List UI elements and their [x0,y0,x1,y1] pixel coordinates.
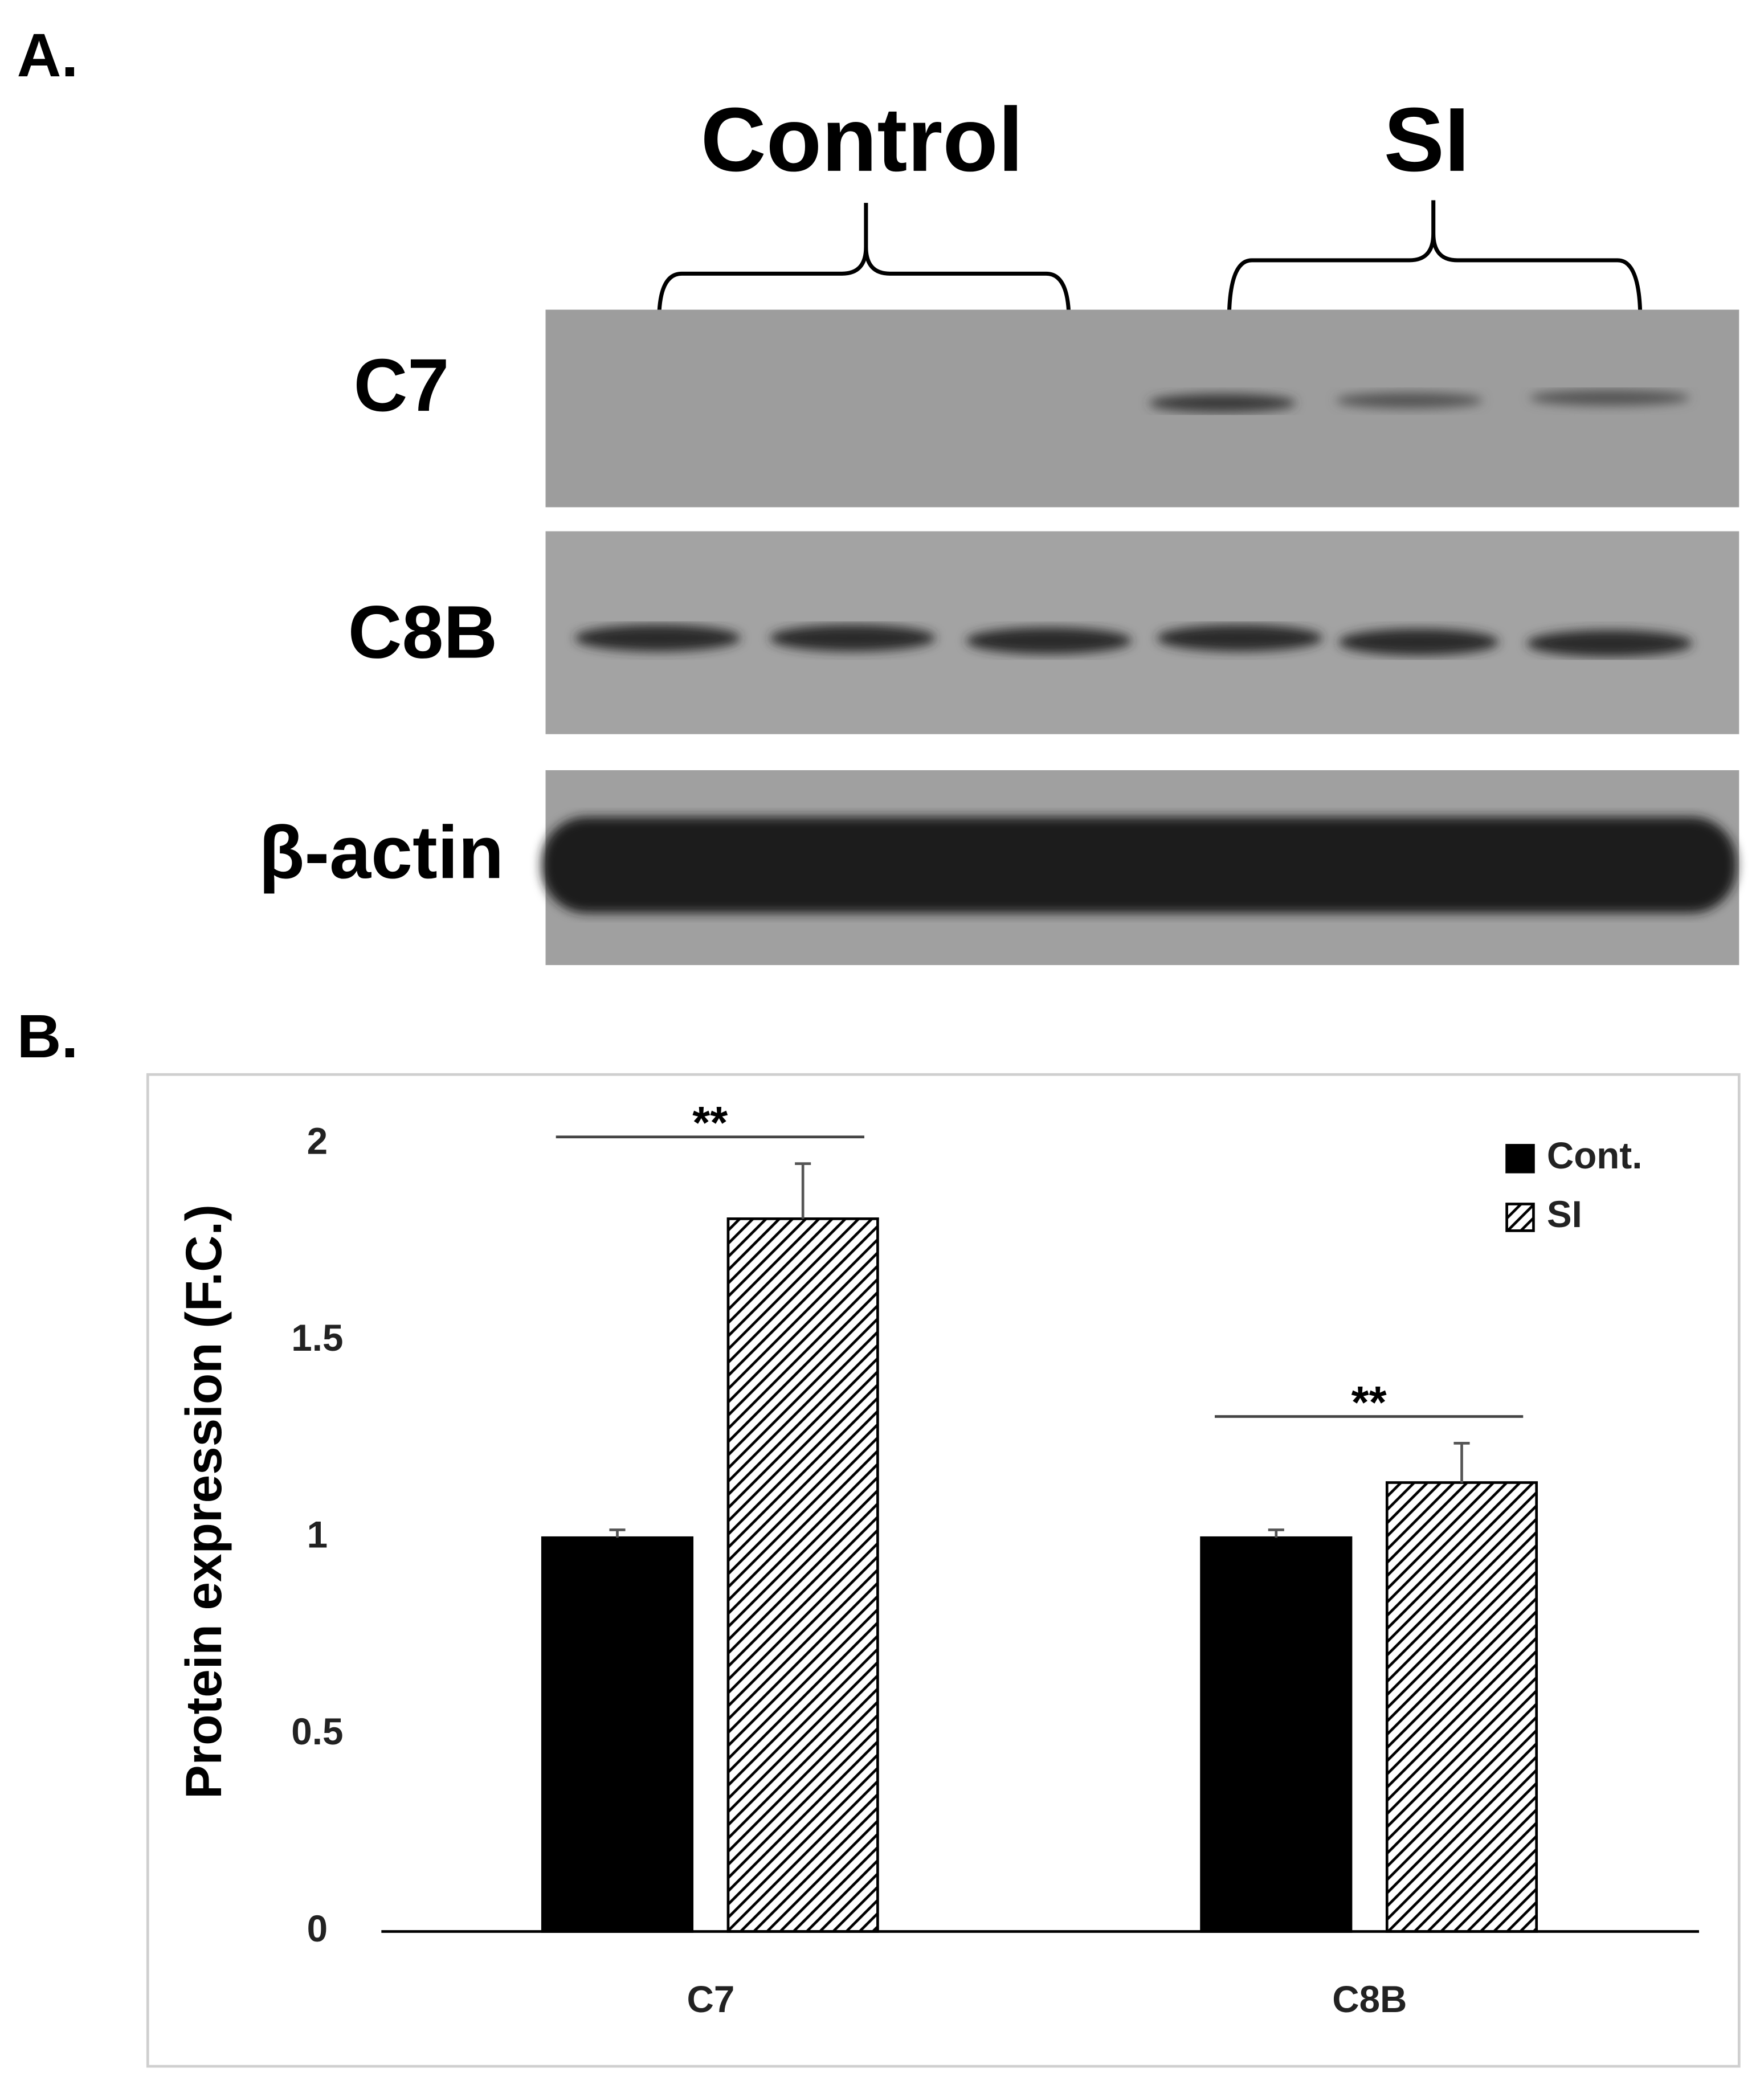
error-bar [609,1528,626,1538]
significance-label: ** [1351,1377,1387,1428]
blot-band [1336,392,1483,408]
blot-band [1149,394,1296,413]
blot-strip [545,309,1740,508]
blot-strip [545,531,1740,734]
x-tick-label: C7 [687,1978,735,2020]
blot-band [770,624,936,652]
x-tick-label: C8B [1332,1978,1407,2020]
plot: 0 0.5 1 1.5 2 C7 ** C8B ** Cont. SI [291,1097,1699,2020]
y-tick-label: 1 [307,1514,328,1556]
group-brace [1227,200,1643,321]
error-bar [795,1162,811,1219]
group-brace [657,203,1071,321]
bar [541,1536,694,1933]
group-label: SI [1384,89,1470,190]
bar [1385,1481,1538,1933]
blot-band [966,627,1132,655]
row-label: β-actin [259,810,504,894]
panel-label: B. [17,1001,79,1070]
blot-band [1529,390,1690,406]
blot-band [575,624,741,652]
blot-band [1526,629,1693,657]
blot-band [1157,624,1323,652]
y-tick-label: 0.5 [291,1711,343,1752]
legend-label: Cont. [1547,1135,1643,1176]
error-bar [1268,1528,1284,1538]
y-tick-label: 2 [307,1120,328,1162]
bar [726,1217,879,1933]
legend-swatch [1505,1144,1535,1174]
error-bar [1453,1442,1470,1483]
group-label: Control [701,89,1023,190]
y-tick-label: 1.5 [291,1317,343,1359]
blot-band [541,816,1737,913]
y-tick-label: 0 [307,1908,328,1949]
blot-band [1338,628,1499,656]
y-axis-label: Protein expression (F.C.) [175,1204,232,1799]
legend-swatch [1505,1203,1535,1232]
panel-label: A. [17,21,79,89]
blot [541,309,1740,966]
row-label: C8B [348,590,497,674]
significance-label: ** [692,1097,728,1148]
bar [1200,1536,1353,1933]
legend-label: SI [1547,1193,1582,1235]
row-label: C7 [354,343,450,427]
